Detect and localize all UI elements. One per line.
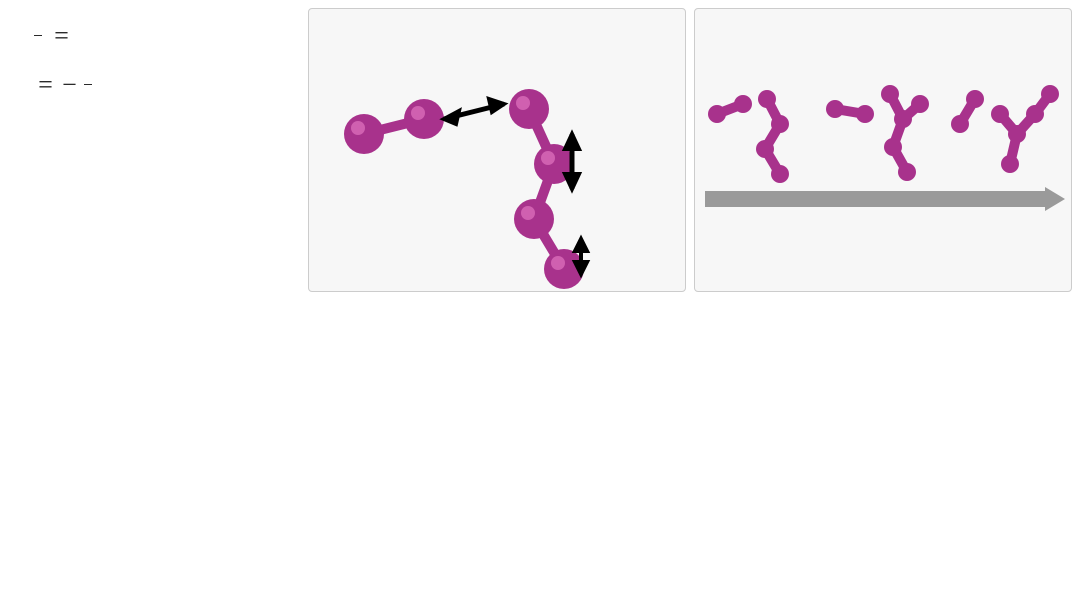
time-arrow (705, 187, 1065, 211)
trajectory-panel (694, 8, 1072, 292)
chart-bond (8, 300, 363, 588)
equation-newton: = (30, 20, 298, 51)
newton-panel (308, 8, 686, 292)
snapshot-t2 (945, 79, 1065, 189)
chart-angle (363, 300, 718, 588)
equations-block: = = − (0, 0, 308, 300)
snapshot-t0 (705, 79, 815, 189)
snapshot-t1 (825, 79, 935, 189)
chart-dihedral (717, 300, 1072, 588)
equation-force: = − (30, 69, 298, 100)
molecule-diagram (329, 79, 669, 289)
